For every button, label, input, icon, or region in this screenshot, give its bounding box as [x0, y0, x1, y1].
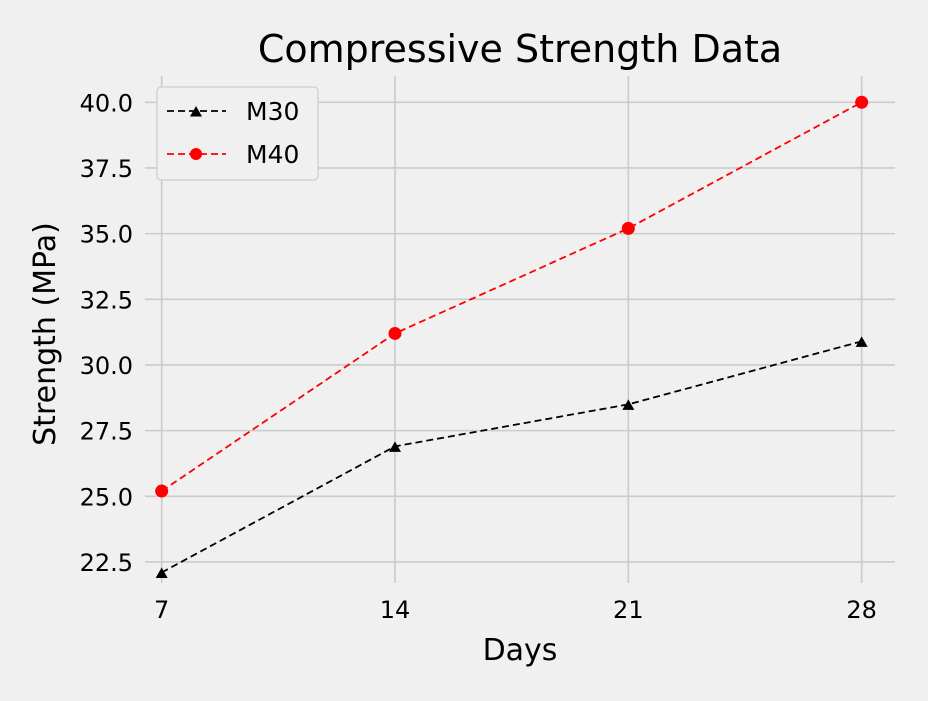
- x-tick-label: 28: [846, 596, 877, 624]
- y-tick-label: 22.5: [80, 549, 133, 577]
- legend-marker-m30: [190, 106, 202, 117]
- legend-label-m30: M30: [246, 97, 299, 126]
- data-point-m30: [855, 336, 868, 347]
- x-axis-ticks: 7 14 21 28: [154, 596, 877, 624]
- y-tick-label: 27.5: [80, 418, 133, 446]
- series-line-m40: [161, 101, 863, 492]
- legend-label-m40: M40: [246, 140, 299, 169]
- x-axis-label: Days: [483, 633, 558, 668]
- y-tick-label: 37.5: [80, 155, 133, 183]
- data-point-m30: [622, 399, 635, 410]
- y-axis-label: Strength (MPa): [28, 222, 63, 446]
- y-tick-label: 25.0: [80, 483, 133, 511]
- chart-title: Compressive Strength Data: [258, 27, 782, 71]
- y-tick-label: 30.0: [80, 352, 133, 380]
- y-tick-label: 40.0: [80, 89, 133, 117]
- series-layer: [155, 95, 869, 578]
- data-point-m40: [621, 221, 635, 235]
- x-tick-label: 21: [613, 596, 644, 624]
- legend: M30 M40: [156, 86, 319, 181]
- data-point-m40: [855, 95, 869, 109]
- legend-marker-m40: [190, 148, 202, 160]
- x-tick-label: 14: [380, 596, 411, 624]
- y-tick-label: 32.5: [80, 286, 133, 314]
- data-point-m40: [155, 484, 169, 498]
- series-line-m30: [161, 340, 862, 574]
- data-point-m30: [389, 441, 401, 452]
- y-tick-label: 35.0: [80, 221, 133, 249]
- data-point-m30: [155, 567, 168, 578]
- x-tick-label: 7: [154, 596, 169, 624]
- data-point-m40: [388, 326, 402, 340]
- y-axis-ticks: 22.5 25.0 27.5 30.0 32.5 35.0 37.5 40.0: [80, 89, 133, 577]
